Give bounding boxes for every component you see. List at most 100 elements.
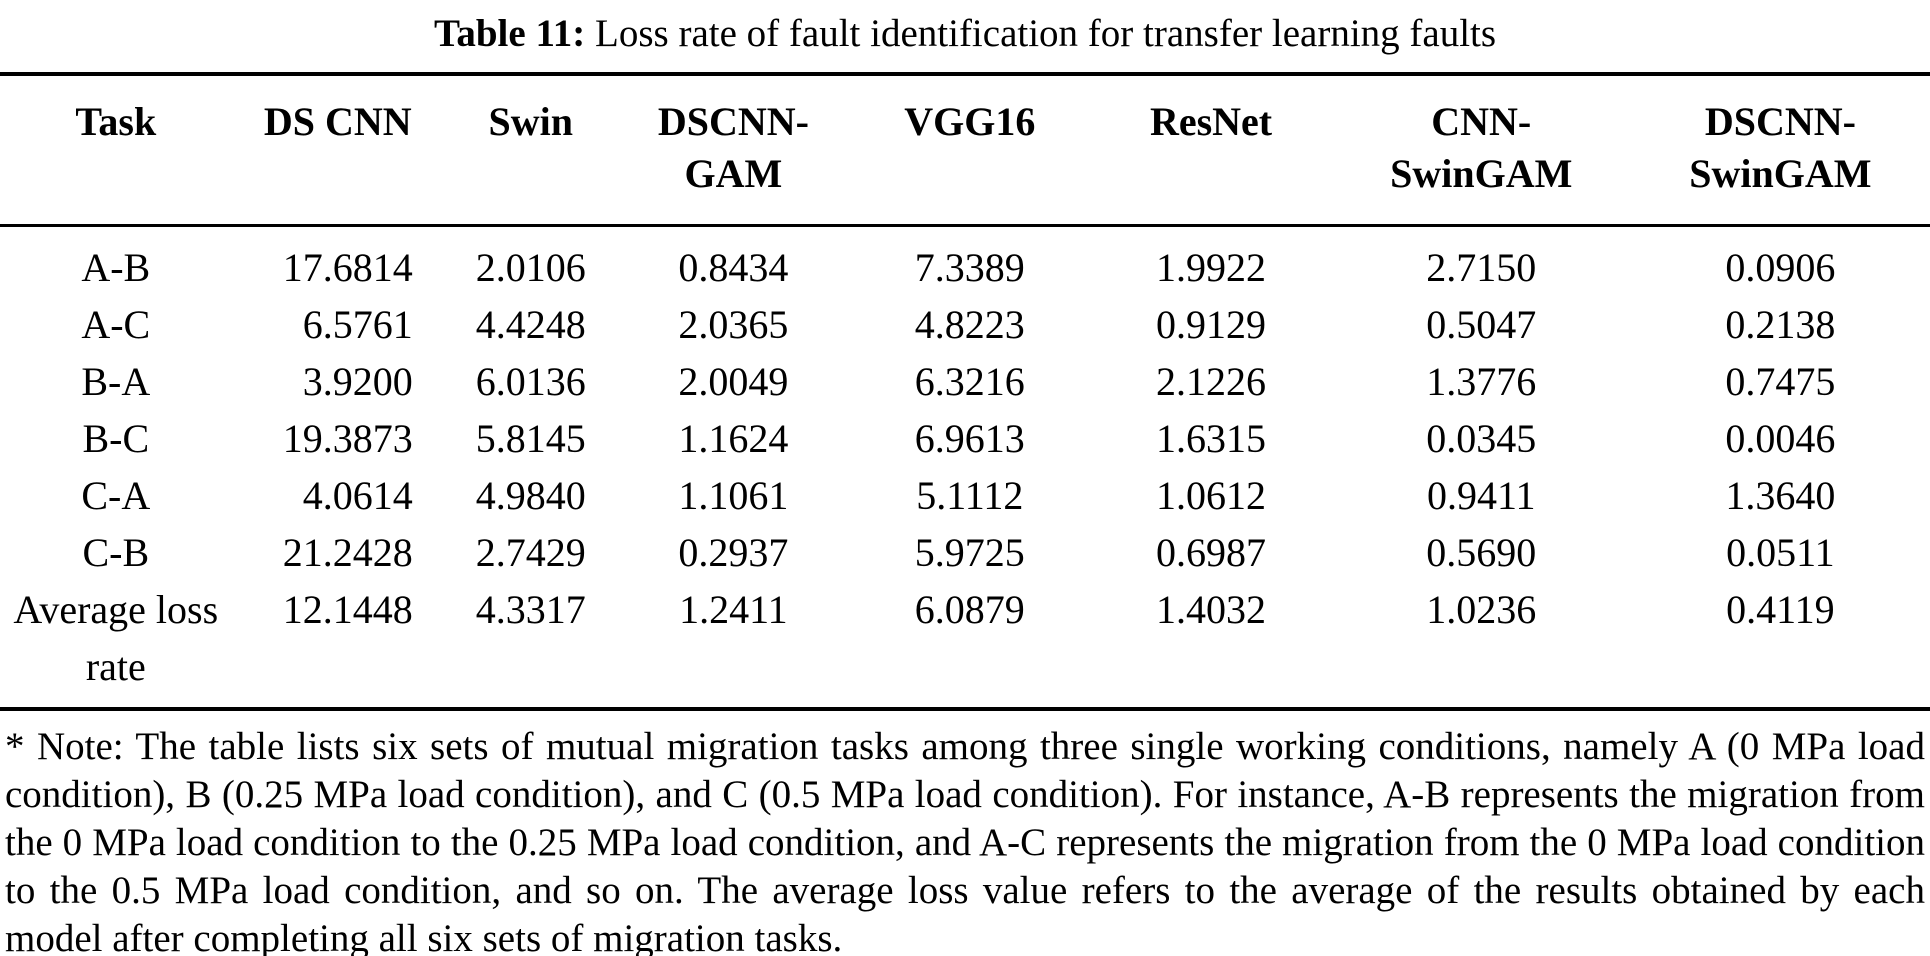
table-cell: 0.5690	[1332, 524, 1631, 581]
table-cell: 1.9922	[1090, 226, 1331, 297]
table-caption-label: Table 11:	[433, 12, 586, 55]
table-cell: 1.2411	[618, 581, 850, 707]
table-cell: 1.3640	[1631, 467, 1930, 524]
cell-value: 4.4248	[475, 302, 586, 347]
task-label: Average loss rate	[13, 587, 219, 689]
cell-value: 1.1624	[678, 416, 789, 461]
cell-value: 0.2138	[1725, 302, 1836, 347]
table-cell: 6.3216	[849, 353, 1090, 410]
table-row-a-c: A-C 6.5761 4.4248 2.0365 4.8223 0.9129 0…	[0, 296, 1930, 353]
table-cell: 2.7429	[444, 524, 618, 581]
table-cell: 19.3873	[232, 410, 444, 467]
cell-value: 1.2411	[679, 587, 788, 632]
cell-value: 12.1448	[282, 587, 413, 632]
cell-value: 0.0345	[1426, 416, 1537, 461]
task-label: B-A	[81, 359, 151, 404]
cell-value: 0.0046	[1725, 416, 1836, 461]
table-cell: 0.4119	[1631, 581, 1930, 707]
cell-value: 1.3640	[1725, 473, 1836, 518]
column-header-resnet: ResNet	[1090, 76, 1332, 227]
cell-value: 0.9129	[1156, 302, 1267, 347]
cell-value: 6.0136	[475, 359, 586, 404]
table-top-rule	[0, 72, 1930, 76]
task-label: A-B	[81, 245, 151, 290]
task-label: B-C	[82, 416, 150, 461]
cell-value: 4.9840	[475, 473, 586, 518]
table-cell: 7.3389	[849, 226, 1090, 297]
cell-value: 19.3873	[282, 416, 413, 461]
cell-value: 6.9613	[914, 416, 1025, 461]
task-label: C-A	[81, 473, 151, 518]
cell-value: 1.4032	[1156, 587, 1267, 632]
column-header-task: Task	[0, 76, 232, 227]
table-cell: 1.1624	[618, 410, 850, 467]
table-cell: 6.0879	[849, 581, 1090, 707]
table-cell: 6.9613	[849, 410, 1090, 467]
table-row-b-c: B-C 19.3873 5.8145 1.1624 6.9613 1.6315 …	[0, 410, 1930, 467]
column-header-vgg16: VGG16	[849, 76, 1091, 227]
cell-value: 2.1226	[1156, 359, 1267, 404]
column-header-dscnn-gam: DSCNN- GAM	[617, 76, 850, 227]
table-cell: 0.2138	[1631, 296, 1930, 353]
table-row-b-a: B-A 3.9200 6.0136 2.0049 6.3216 2.1226 1…	[0, 353, 1930, 410]
task-label: A-C	[81, 302, 151, 347]
table-cell: 0.9411	[1332, 467, 1631, 524]
table-cell: 1.0236	[1332, 581, 1631, 707]
cell-value: 4.3317	[475, 587, 586, 632]
table-body: A-B 17.6814 2.0106 0.8434 7.3389 1.9922 …	[0, 226, 1930, 708]
table-cell: 21.2428	[232, 524, 444, 581]
header-row: Task DS CNN Swin DSCNN- GAM VGG16 ResNet …	[0, 76, 1930, 227]
table-cell: 1.6315	[1090, 410, 1331, 467]
cell-value: 21.2428	[282, 530, 413, 575]
table-cell: 2.1226	[1090, 353, 1331, 410]
cell-value: 6.0879	[914, 587, 1025, 632]
table-cell: 4.3317	[444, 581, 618, 707]
table-cell: 0.9129	[1090, 296, 1331, 353]
column-header-dscnn-swingam: DSCNN- SwinGAM	[1630, 76, 1930, 227]
table-cell: 0.0511	[1631, 524, 1930, 581]
table-cell: 2.7150	[1332, 226, 1631, 297]
table-cell: 0.0345	[1332, 410, 1631, 467]
table-cell: 5.8145	[444, 410, 618, 467]
cell-value: 5.8145	[475, 416, 586, 461]
table-cell: 4.4248	[444, 296, 618, 353]
cell-value: 6.3216	[914, 359, 1025, 404]
cell-value: 2.0106	[475, 245, 586, 290]
table-cell: 4.9840	[444, 467, 618, 524]
table-cell: 1.4032	[1090, 581, 1331, 707]
cell-value: 1.6315	[1156, 416, 1267, 461]
cell-value: 2.0365	[678, 302, 789, 347]
loss-rate-table: Task DS CNN Swin DSCNN- GAM VGG16 ResNet …	[0, 76, 1930, 707]
table-cell: 12.1448	[232, 581, 444, 707]
column-header-dscnn: DS CNN	[231, 76, 444, 227]
cell-value: 17.6814	[282, 245, 413, 290]
table-row-c-b: C-B 21.2428 2.7429 0.2937 5.9725 0.6987 …	[0, 524, 1930, 581]
cell-value: 1.3776	[1426, 359, 1537, 404]
table-caption: Table 11: Loss rate of fault identificat…	[0, 10, 1930, 58]
cell-value: 2.7429	[475, 530, 586, 575]
table-cell: 2.0365	[618, 296, 850, 353]
table-cell: 0.7475	[1631, 353, 1930, 410]
cell-value: 3.9200	[302, 359, 413, 404]
cell-value: 6.5761	[302, 302, 413, 347]
cell-value: 0.6987	[1156, 530, 1267, 575]
cell-value: 0.0906	[1725, 245, 1836, 290]
cell-value: 0.5690	[1426, 530, 1537, 575]
table-cell: 2.0106	[444, 226, 618, 297]
cell-value: 7.3389	[914, 245, 1025, 290]
table-cell: 0.2937	[618, 524, 850, 581]
table-cell: 6.5761	[232, 296, 444, 353]
table-cell: 1.0612	[1090, 467, 1331, 524]
table-cell: 5.9725	[849, 524, 1090, 581]
table-cell: 2.0049	[618, 353, 850, 410]
table-cell: 0.0046	[1631, 410, 1930, 467]
table-cell: 4.8223	[849, 296, 1090, 353]
cell-value: 5.9725	[914, 530, 1025, 575]
table-footnote: * Note: The table lists six sets of mutu…	[5, 725, 1925, 956]
column-header-swin: Swin	[443, 76, 618, 227]
cell-value: 4.0614	[302, 473, 413, 518]
table-row-average-loss-rate: Average loss rate 12.1448 4.3317 1.2411 …	[0, 581, 1930, 707]
table-caption-text: Loss rate of fault identification for tr…	[595, 12, 1497, 55]
cell-value: 1.0612	[1156, 473, 1267, 518]
